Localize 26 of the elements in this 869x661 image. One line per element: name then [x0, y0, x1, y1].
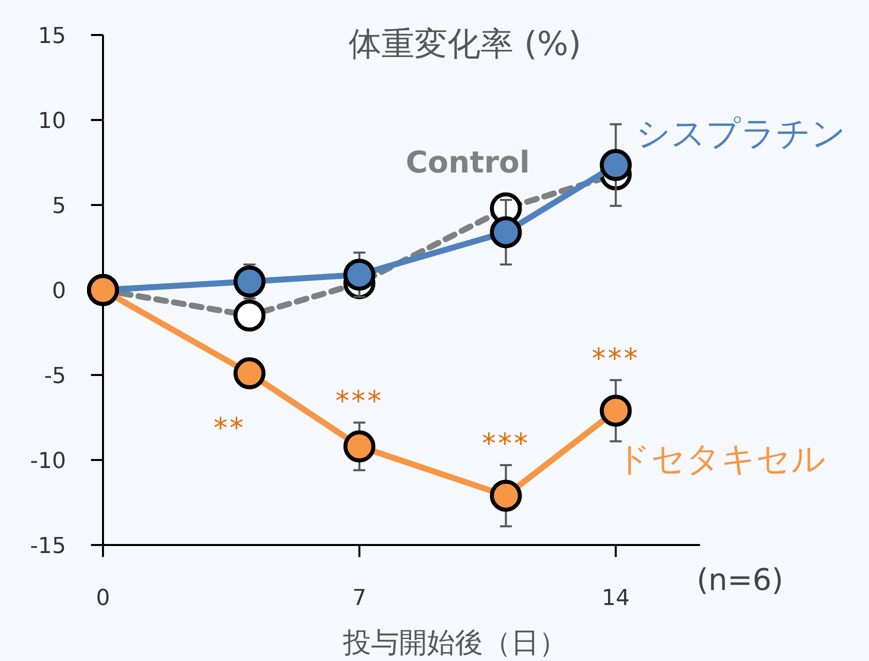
chart-title: 体重変化率 (%)	[348, 24, 582, 63]
annotation: ***	[482, 427, 530, 460]
point	[490, 216, 522, 248]
y-tick-label: 10	[38, 109, 66, 134]
point	[234, 266, 266, 298]
annotation: **	[214, 411, 246, 444]
point	[600, 394, 632, 427]
x-tick-label: 14	[602, 586, 630, 611]
y-tick-label: -15	[30, 534, 66, 559]
point	[343, 258, 376, 291]
text: (n=6)	[696, 563, 784, 598]
point	[234, 300, 266, 332]
point	[490, 480, 522, 512]
point	[600, 149, 632, 182]
y-tick-label: 15	[38, 24, 66, 49]
y-tick-label: 0	[52, 279, 66, 304]
point	[234, 357, 266, 390]
annotation: ***	[335, 384, 384, 418]
x-tick-label: 7	[352, 586, 366, 611]
x-tick-label: 0	[96, 586, 110, 611]
point	[343, 430, 376, 462]
x-axis-title: 投与開始後（日）	[342, 626, 567, 659]
annotation: ***	[592, 342, 640, 376]
y-tick-label: 5	[52, 194, 66, 219]
y-tick-label: -5	[44, 364, 66, 389]
y-tick-label: -10	[30, 449, 66, 474]
